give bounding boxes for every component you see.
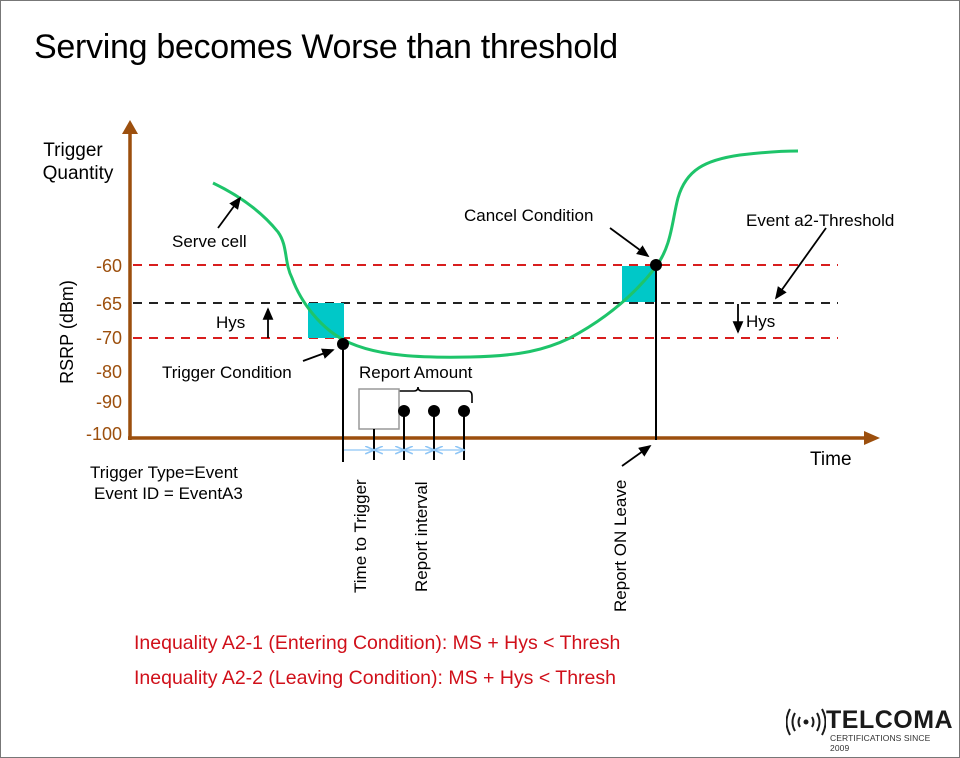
y-tick: -70: [96, 328, 122, 348]
broadcast-signal-icon: [786, 708, 826, 736]
threshold-lines: [133, 264, 838, 339]
serve-cell-label: Serve cell: [172, 232, 247, 251]
event-threshold-label: Event a2-Threshold: [746, 211, 894, 230]
report-amount-label: Report Amount: [359, 363, 473, 382]
telcoma-logo: TELCOMA CERTIFICATIONS SINCE 2009: [786, 706, 954, 753]
hys-left-label: Hys: [216, 313, 245, 332]
trigger-condition-arrow: [302, 348, 335, 362]
report-markers: [398, 405, 470, 460]
y-tick: -65: [96, 294, 122, 314]
event-threshold-arrow: [774, 227, 827, 300]
y-axis-label: RSRP (dBm): [57, 280, 77, 384]
hys-box-trigger: [308, 303, 344, 338]
y-tick: -60: [96, 256, 122, 276]
report-on-leave-label: Report ON Leave: [611, 480, 630, 612]
report-on-leave-arrow: [621, 444, 652, 467]
report-amount-brace: [399, 386, 473, 403]
y-tick: -90: [96, 392, 122, 412]
trigger-type-label: Trigger Type=Event: [90, 463, 238, 482]
x-axis-arrowhead: [864, 431, 880, 445]
cancel-condition-arrow: [609, 227, 650, 258]
cancel-condition-label: Cancel Condition: [464, 206, 593, 225]
y-tick-labels: -60 -65 -70 -80 -90 -100: [86, 256, 122, 444]
y-axis-arrowhead: [122, 120, 138, 134]
report-interval-label: Report interval: [412, 481, 431, 592]
y-tick: -80: [96, 362, 122, 382]
logo-tagline: CERTIFICATIONS SINCE 2009: [830, 733, 931, 753]
inequality-entering: Inequality A2-1 (Entering Condition): MS…: [134, 632, 621, 654]
logo-name: TELCOMA: [826, 706, 954, 734]
hys-right-label: Hys: [746, 312, 775, 331]
y-tick: -100: [86, 424, 122, 444]
time-to-trigger-label: Time to Trigger: [351, 479, 370, 593]
x-axis-label: Time: [810, 449, 852, 470]
time-to-trigger-box: [358, 388, 400, 430]
serve-cell-curve: [212, 149, 799, 359]
serve-cell-arrow: [217, 196, 242, 229]
event-id-label: Event ID = EventA3: [94, 484, 243, 503]
y-axis-title-line2: Quantity: [43, 163, 114, 184]
y-axis-title-line1: Trigger: [43, 140, 103, 161]
page-title: Serving becomes Worse than threshold: [34, 28, 618, 66]
trigger-condition-label: Trigger Condition: [162, 363, 292, 382]
inequality-leaving: Inequality A2-2 (Leaving Condition): MS …: [134, 667, 616, 689]
